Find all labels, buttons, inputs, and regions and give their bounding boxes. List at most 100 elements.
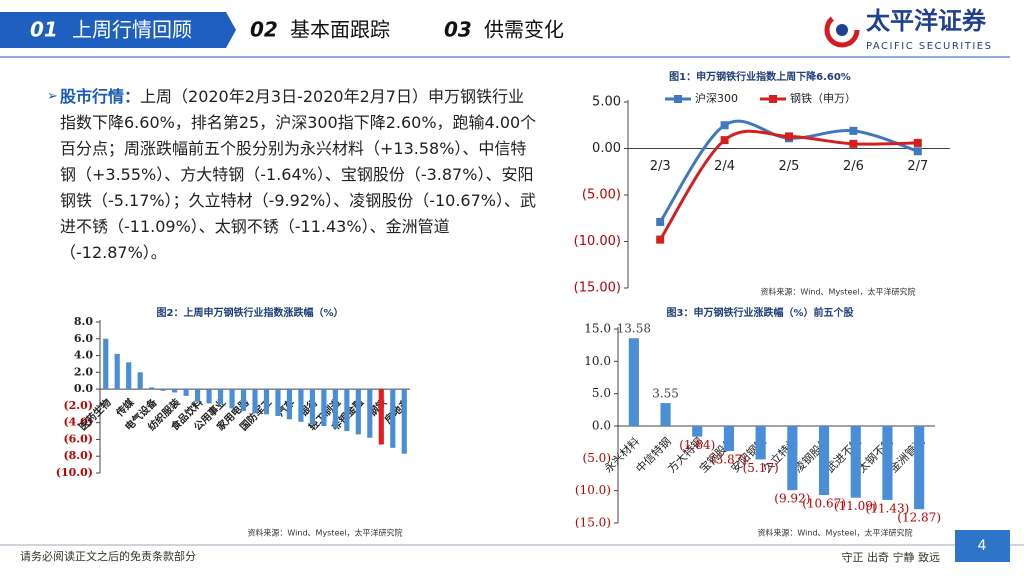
bar bbox=[252, 389, 258, 414]
y-tick-label: (15.0) bbox=[575, 516, 611, 530]
x-tick-label: 2/6 bbox=[843, 159, 864, 174]
point-marker bbox=[656, 235, 665, 244]
point-marker bbox=[656, 217, 665, 226]
bar bbox=[882, 426, 893, 500]
bar bbox=[401, 389, 407, 454]
y-tick-label: (10.0) bbox=[56, 466, 93, 479]
legend-marker bbox=[674, 95, 682, 103]
bar bbox=[172, 389, 178, 393]
bar bbox=[692, 426, 703, 437]
bar bbox=[126, 362, 132, 390]
bar bbox=[660, 403, 671, 426]
y-tick-label: (6.0) bbox=[63, 432, 93, 445]
bar bbox=[103, 338, 109, 390]
y-tick-label: (5.00) bbox=[582, 188, 621, 203]
bar bbox=[217, 389, 224, 405]
bar bbox=[787, 426, 798, 491]
bar bbox=[263, 389, 270, 415]
y-tick-label: 4.0 bbox=[74, 349, 93, 362]
x-tick-label: 2/7 bbox=[907, 159, 928, 174]
value-label: 13.58 bbox=[617, 322, 651, 336]
y-tick-label: (5.0) bbox=[583, 451, 611, 465]
y-tick-label: 5.00 bbox=[592, 95, 621, 110]
tab-label: 供需变化 bbox=[484, 18, 564, 42]
bar bbox=[723, 426, 735, 452]
point-marker bbox=[720, 136, 729, 145]
logo-name: 太平洋证券 bbox=[866, 7, 987, 35]
bar bbox=[160, 389, 166, 391]
legend-label: 钢铁（申万） bbox=[790, 92, 856, 105]
chart-title: 图2：上周申万钢铁行业指数涨跌幅（%） bbox=[157, 306, 344, 319]
y-tick-label: 0.0 bbox=[74, 382, 93, 395]
value-label: (1.64) bbox=[679, 438, 715, 452]
point-marker bbox=[785, 132, 793, 141]
x-tick-label: 2/4 bbox=[714, 159, 735, 174]
intro-paragraph: ➢ 股市行情：上周（2020年2月3日-2020年2月7日）申万钢铁行业指数下降6… bbox=[47, 84, 538, 266]
y-tick-label: 2.0 bbox=[74, 365, 93, 378]
point-marker bbox=[913, 147, 922, 156]
chart-title: 图1：申万钢铁行业指数上周下降6.60% bbox=[669, 70, 851, 83]
bar bbox=[321, 389, 327, 427]
y-tick-label: (15.00) bbox=[574, 281, 621, 296]
series-line bbox=[658, 129, 918, 241]
value-label: (3.87) bbox=[711, 453, 747, 467]
footer-disclaimer: 请务必阅读正文之后的免责条款部分 bbox=[20, 549, 196, 563]
chart-source: 资料来源：Wind、Mysteel，太平洋研究院 bbox=[760, 287, 915, 297]
chart-source: 资料来源：Wind、Mysteel，太平洋研究院 bbox=[757, 528, 912, 538]
bar bbox=[355, 389, 361, 435]
value-label: (11.43) bbox=[866, 501, 910, 515]
bar bbox=[390, 389, 396, 448]
logo-icon bbox=[824, 12, 860, 48]
bar bbox=[755, 426, 766, 460]
x-tick-label: 房地产 bbox=[382, 396, 412, 426]
y-tick-label: 10.0 bbox=[584, 354, 611, 368]
bar bbox=[183, 389, 189, 396]
bar bbox=[229, 389, 235, 409]
y-tick-label: 0.00 bbox=[592, 141, 621, 156]
tab-number: 03 bbox=[444, 18, 472, 42]
y-tick-label: (10.00) bbox=[574, 234, 621, 249]
y-tick-label: 0.0 bbox=[592, 419, 611, 433]
bar bbox=[195, 389, 201, 402]
bullet: ➢ bbox=[47, 89, 58, 104]
bar bbox=[275, 389, 281, 416]
bar bbox=[298, 389, 304, 422]
value-label: (12.87) bbox=[897, 511, 941, 525]
bar bbox=[137, 372, 143, 390]
bar bbox=[914, 426, 925, 510]
bar bbox=[378, 389, 384, 445]
tab-number: 01 bbox=[30, 18, 58, 42]
y-tick-label: 5.0 bbox=[592, 386, 611, 400]
bar bbox=[114, 353, 120, 390]
page-number: 4 bbox=[978, 538, 987, 554]
point-marker bbox=[720, 121, 729, 130]
y-tick-label: (10.0) bbox=[575, 483, 611, 497]
value-label: (5.17) bbox=[743, 461, 779, 475]
intro-label: 股市行情： bbox=[60, 87, 141, 106]
value-label: (11.09) bbox=[834, 499, 878, 513]
intro-text: 上周（2020年2月3日-2020年2月7日）申万钢铁行业指数下降6.60%，排… bbox=[60, 87, 537, 262]
bar bbox=[818, 426, 830, 495]
tab-number: 02 bbox=[250, 18, 278, 42]
chart-source: 资料来源：Wind、Mysteel，太平洋研究院 bbox=[247, 528, 402, 538]
legend-marker bbox=[769, 95, 777, 103]
logo-english: PACIFIC SECURITIES bbox=[866, 41, 992, 52]
bar bbox=[286, 389, 293, 420]
point-marker bbox=[849, 126, 858, 135]
value-label: 3.55 bbox=[652, 387, 679, 401]
legend-label: 沪深300 bbox=[695, 91, 738, 105]
bar bbox=[206, 389, 212, 404]
value-label: (10.67) bbox=[802, 496, 846, 510]
chart-title: 图3：申万钢铁行业涨跌幅（%）前五个股 bbox=[667, 306, 855, 319]
y-tick-label: 15.0 bbox=[584, 322, 611, 336]
y-tick-label: (4.0) bbox=[63, 416, 93, 429]
active-tab bbox=[0, 12, 236, 48]
point-marker bbox=[849, 139, 858, 148]
bar bbox=[149, 387, 155, 390]
bar bbox=[367, 389, 373, 438]
page-box bbox=[955, 530, 1010, 562]
logo-icon-core bbox=[836, 24, 848, 36]
bar bbox=[850, 426, 861, 498]
footer-motto: 守正 出奇 宁静 致远 bbox=[842, 550, 941, 564]
